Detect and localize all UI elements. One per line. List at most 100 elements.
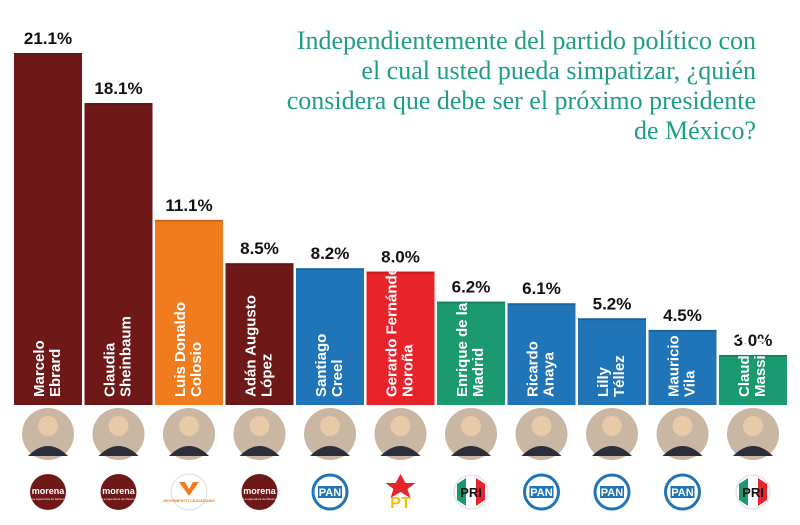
candidate-name-line: Noroña xyxy=(400,344,417,397)
face-icon xyxy=(743,416,763,436)
party-name: PRI xyxy=(460,485,482,500)
bar-top-edge xyxy=(648,329,717,332)
bar-5 xyxy=(366,271,435,405)
bar-1 xyxy=(84,103,153,405)
value-label: 8.0% xyxy=(381,248,420,267)
candidate-name-line: Anaya xyxy=(541,351,558,397)
candidate-name-line: Colosio xyxy=(188,342,205,397)
face-icon xyxy=(249,416,270,436)
party-tagline: La esperanza de México xyxy=(32,497,65,501)
suit-icon xyxy=(592,446,632,456)
bar-8 xyxy=(578,318,646,405)
candidate-name-line: Enrique de la xyxy=(454,302,471,397)
candidate-name-line: Claudia xyxy=(102,342,119,397)
value-label: 18.1% xyxy=(94,79,142,98)
bar-10 xyxy=(719,354,787,405)
face-icon xyxy=(461,416,481,436)
suit-icon xyxy=(98,446,139,456)
chart-question-title: Independientemente del partido político … xyxy=(286,26,756,145)
party-name: morena xyxy=(32,486,66,496)
candidate-name-line: Madrid xyxy=(470,348,487,397)
suit-icon xyxy=(733,446,773,456)
suit-icon xyxy=(169,446,209,456)
value-label: 6.1% xyxy=(522,279,561,298)
suit-icon xyxy=(28,446,68,456)
morena-logo-icon xyxy=(100,474,137,510)
face-icon xyxy=(179,416,199,436)
suit-icon xyxy=(239,446,280,456)
face-icon xyxy=(602,416,622,436)
suit-icon xyxy=(310,446,350,456)
party-name: PAN xyxy=(601,487,623,499)
bar-3 xyxy=(225,263,294,405)
bar-top-edge xyxy=(14,53,82,55)
candidate-name-line: Marcelo xyxy=(31,340,48,397)
candidate-name: Ricardo Anaya xyxy=(525,341,558,397)
eagle-icon xyxy=(179,482,199,496)
pt-star-icon xyxy=(385,474,416,498)
pan-band xyxy=(529,486,554,498)
candidate-name: Luis Donaldo Colosio xyxy=(172,302,205,397)
bar-2 xyxy=(155,219,223,405)
bar-top-edge xyxy=(225,263,294,266)
bar-4 xyxy=(296,268,364,405)
party-name: morena xyxy=(243,486,277,496)
candidate-name-line: Santiago xyxy=(313,334,330,397)
candidate-name: Claudia Ruiz Massieu xyxy=(736,307,769,397)
bar-top-edge xyxy=(719,354,787,357)
bar-0 xyxy=(14,53,82,405)
pri-red-segment xyxy=(758,478,767,506)
candidate-name-line: Vila xyxy=(682,370,699,397)
pri-red-segment xyxy=(476,478,485,506)
bar-top-edge xyxy=(366,271,435,274)
party-name: morena xyxy=(102,486,136,496)
pri-green-segment xyxy=(739,478,748,506)
face-icon xyxy=(108,416,129,436)
candidate-name: Gerardo Fernández Noroña xyxy=(384,259,417,397)
party-tagline: La esperanza de México xyxy=(243,497,276,501)
candidate-name: Claudia Sheinbaum xyxy=(102,316,135,397)
candidate-name: Adán Augusto López xyxy=(243,295,276,397)
value-label: 8.2% xyxy=(311,244,350,263)
bar-top-edge xyxy=(296,268,364,271)
value-label: 5.2% xyxy=(593,294,632,313)
candidate-name-line: Lilly xyxy=(595,366,612,397)
pan-band xyxy=(670,486,695,498)
bar-top-edge xyxy=(437,301,505,304)
value-label: 21.1% xyxy=(24,29,72,48)
candidate-name: Lilly Téllez xyxy=(595,355,628,397)
face-icon xyxy=(672,416,693,436)
candidate-name-line: Luis Donaldo xyxy=(172,302,189,397)
value-label: 11.1% xyxy=(165,196,212,215)
bar-7 xyxy=(507,303,576,405)
suit-icon xyxy=(451,446,491,456)
face-icon xyxy=(38,416,58,436)
candidate-name-line: Gerardo Fernández xyxy=(384,259,401,397)
bar-top-edge xyxy=(507,303,576,306)
party-name: PAN xyxy=(671,487,693,499)
bar-top-edge xyxy=(578,318,646,321)
face-icon xyxy=(390,416,411,436)
morena-logo-icon xyxy=(241,474,278,510)
candidate-name-line: Ebrard xyxy=(47,349,64,397)
candidate-name-line: Massieu xyxy=(752,338,769,397)
value-label: 4.5% xyxy=(663,306,702,325)
candidate-name-line: Mauricio xyxy=(666,335,683,397)
party-name: PAN xyxy=(319,487,341,499)
bar-6 xyxy=(437,301,505,405)
party-tagline: La esperanza de México xyxy=(102,497,135,501)
candidate-name: Santiago Creel xyxy=(313,334,346,397)
candidate-name-line: Ricardo xyxy=(525,341,542,397)
candidate-name-line: Claudia Ruiz xyxy=(736,307,753,397)
candidate-name-line: Sheinbaum xyxy=(118,316,135,397)
party-name: PRI xyxy=(742,485,764,500)
candidate-name: Marcelo Ebrard xyxy=(31,340,64,397)
suit-icon xyxy=(662,446,703,456)
candidate-name-line: Creel xyxy=(329,359,346,397)
candidate-name-line: Téllez xyxy=(611,355,628,397)
value-label: 6.2% xyxy=(452,278,491,297)
party-name: PAN xyxy=(530,487,552,499)
suit-icon xyxy=(380,446,421,456)
pri-green-segment xyxy=(457,478,466,506)
